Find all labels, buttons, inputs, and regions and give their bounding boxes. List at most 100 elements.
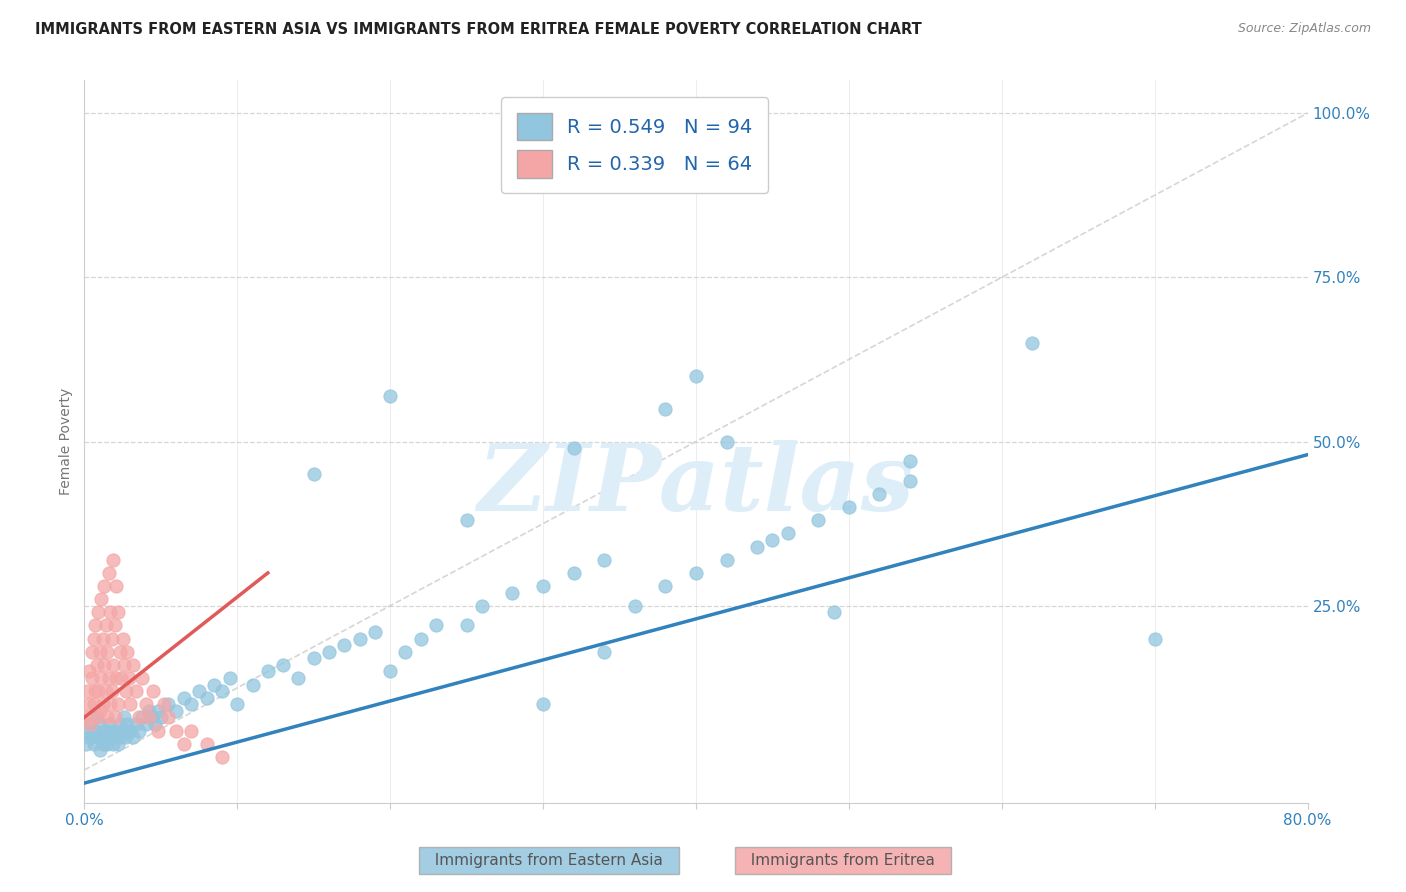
Point <box>96 710 118 724</box>
Point <box>87 730 110 744</box>
Point <box>146 723 169 738</box>
Point <box>77 730 100 744</box>
Point <box>104 730 127 744</box>
Point <box>84 618 107 632</box>
Point <box>120 698 142 712</box>
Point <box>716 553 738 567</box>
Point <box>115 645 138 659</box>
Point <box>101 684 124 698</box>
Point <box>94 730 117 744</box>
Point <box>122 730 145 744</box>
Point <box>90 671 112 685</box>
Point <box>898 474 921 488</box>
Point <box>103 737 125 751</box>
Point <box>108 645 131 659</box>
Point <box>456 513 478 527</box>
Point <box>105 723 128 738</box>
Point <box>149 710 172 724</box>
Point <box>211 684 233 698</box>
Point <box>84 723 107 738</box>
Point <box>103 657 125 672</box>
Point <box>135 717 157 731</box>
Point <box>79 717 101 731</box>
Point <box>103 553 125 567</box>
Point <box>97 671 120 685</box>
Point <box>131 671 153 685</box>
Point <box>107 737 129 751</box>
Point <box>593 553 616 567</box>
Point <box>89 717 111 731</box>
Point <box>823 605 845 619</box>
Point <box>80 671 103 685</box>
Point <box>333 638 356 652</box>
Point <box>143 717 166 731</box>
Text: ZIPatlas: ZIPatlas <box>478 440 914 530</box>
Point <box>83 698 105 712</box>
Point <box>271 657 294 672</box>
Point <box>226 698 249 712</box>
Point <box>195 690 218 705</box>
Point <box>807 513 830 527</box>
Point <box>654 401 676 416</box>
Legend: R = 0.549   N = 94, R = 0.339   N = 64: R = 0.549 N = 94, R = 0.339 N = 64 <box>502 97 768 193</box>
Point <box>125 684 148 698</box>
Point <box>128 723 150 738</box>
Point <box>101 723 124 738</box>
Point <box>180 698 202 712</box>
Point <box>471 599 494 613</box>
Point <box>93 657 115 672</box>
Point <box>173 690 195 705</box>
Point <box>76 723 98 738</box>
Point <box>157 698 180 712</box>
Point <box>257 665 280 679</box>
Point <box>111 632 134 646</box>
Point <box>97 717 120 731</box>
Point <box>110 730 132 744</box>
Point <box>364 625 387 640</box>
Point <box>202 677 225 691</box>
Point <box>104 710 127 724</box>
Point <box>105 579 128 593</box>
Point <box>122 657 145 672</box>
Point <box>80 645 103 659</box>
Point <box>302 467 325 482</box>
Point <box>685 368 707 383</box>
Point <box>83 737 105 751</box>
Point <box>1021 336 1043 351</box>
Point <box>94 684 117 698</box>
Point <box>98 730 121 744</box>
Point <box>562 441 585 455</box>
Point <box>188 684 211 698</box>
Text: IMMIGRANTS FROM EASTERN ASIA VS IMMIGRANTS FROM ERITREA FEMALE POVERTY CORRELATI: IMMIGRANTS FROM EASTERN ASIA VS IMMIGRAN… <box>35 22 922 37</box>
Point <box>83 632 105 646</box>
Point <box>96 737 118 751</box>
Point <box>96 645 118 659</box>
Point <box>531 579 554 593</box>
Point <box>93 723 115 738</box>
Point <box>165 723 187 738</box>
Point <box>211 749 233 764</box>
Point <box>120 723 142 738</box>
Point <box>624 599 647 613</box>
Point <box>138 710 160 724</box>
Point <box>87 684 110 698</box>
Point <box>685 566 707 580</box>
Point <box>77 698 100 712</box>
Y-axis label: Female Poverty: Female Poverty <box>59 388 73 495</box>
Point <box>112 710 135 724</box>
Point <box>593 645 616 659</box>
Point <box>747 540 769 554</box>
Point <box>75 710 97 724</box>
Point <box>87 605 110 619</box>
Point <box>90 730 112 744</box>
Point <box>165 704 187 718</box>
Point <box>89 743 111 757</box>
Point <box>869 487 891 501</box>
Point <box>394 645 416 659</box>
Point <box>91 737 114 751</box>
Point <box>114 684 136 698</box>
Point <box>115 717 138 731</box>
Point <box>112 657 135 672</box>
Point <box>287 671 309 685</box>
Point <box>125 717 148 731</box>
